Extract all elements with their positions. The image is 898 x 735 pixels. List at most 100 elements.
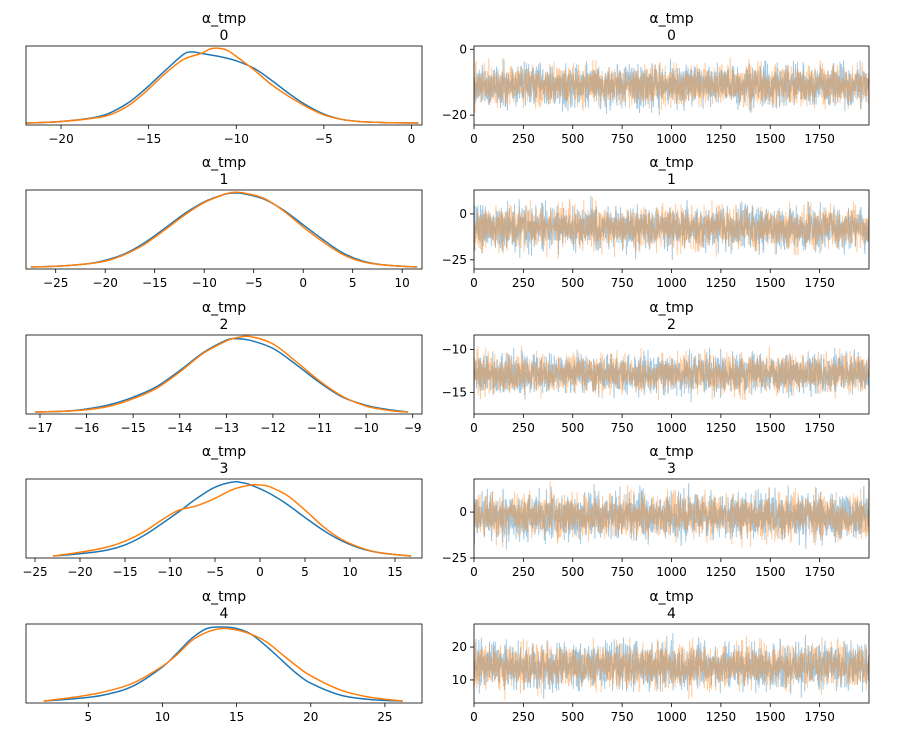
subplot-title-index: 4 xyxy=(667,606,676,622)
x-tick-label: 0 xyxy=(470,276,478,290)
y-tick-label: 0 xyxy=(459,207,467,221)
x-tick-label: 10 xyxy=(342,565,357,579)
y-tick-label: −25 xyxy=(442,253,467,267)
x-tick-label: −15 xyxy=(120,421,145,435)
trace-lines xyxy=(474,481,869,550)
x-tick-label: 1750 xyxy=(804,565,835,579)
kde-line-chain-0 xyxy=(43,626,403,702)
axes-frame xyxy=(473,189,870,270)
subplot-title-index: 1 xyxy=(220,172,229,188)
trace-line-chain-0 xyxy=(474,195,869,260)
kde-line-chain-0 xyxy=(30,192,418,268)
x-tick-label: 750 xyxy=(611,132,634,146)
x-tick-label: −15 xyxy=(112,565,137,579)
x-tick-label: −25 xyxy=(22,565,47,579)
x-tick-label: 250 xyxy=(512,710,535,724)
axes-frame xyxy=(473,334,870,415)
x-tick-label: 250 xyxy=(512,421,535,435)
x-tick-label: 1750 xyxy=(804,421,835,435)
x-tick-label: 750 xyxy=(611,276,634,290)
x-tick-label: −20 xyxy=(93,276,118,290)
trace-lines xyxy=(474,195,869,260)
x-tick-label: 750 xyxy=(611,421,634,435)
x-tick-label: 25 xyxy=(377,710,392,724)
x-tick-label: 1250 xyxy=(706,710,737,724)
subplot-title-variable: α_tmp xyxy=(202,300,246,316)
axes-frame xyxy=(25,189,423,270)
x-tick-label: 15 xyxy=(387,565,402,579)
x-tick-label: 5 xyxy=(349,276,357,290)
axes-frame xyxy=(25,334,423,415)
subplot-title-index: 0 xyxy=(667,28,676,44)
x-tick-label: 1750 xyxy=(804,132,835,146)
trace-lines xyxy=(474,345,869,403)
x-tick-label: −25 xyxy=(43,276,68,290)
x-tick-label: 750 xyxy=(611,565,634,579)
axes-frame xyxy=(473,623,870,704)
y-tick-label: 20 xyxy=(452,640,467,654)
x-tick-label: 0 xyxy=(470,132,478,146)
kde-line-chain-1 xyxy=(30,191,418,268)
axes-frame xyxy=(25,478,423,559)
x-tick-label: 1250 xyxy=(706,276,737,290)
kde-line-chain-0 xyxy=(52,480,412,557)
x-tick-label: 1500 xyxy=(755,132,786,146)
kde-line-chain-1 xyxy=(43,627,403,702)
x-tick-label: −12 xyxy=(260,421,285,435)
x-tick-label: 1500 xyxy=(755,710,786,724)
x-tick-label: 15 xyxy=(229,710,244,724)
x-tick-label: 10 xyxy=(395,276,410,290)
x-tick-label: −15 xyxy=(142,276,167,290)
x-tick-label: 1250 xyxy=(706,565,737,579)
x-tick-label: 250 xyxy=(512,132,535,146)
trace-lines xyxy=(474,57,869,116)
subplot-title-variable: α_tmp xyxy=(649,444,693,460)
subplot-title-index: 0 xyxy=(220,28,229,44)
x-tick-label: 750 xyxy=(611,710,634,724)
subplot-title-index: 2 xyxy=(220,317,229,333)
x-tick-label: 1250 xyxy=(706,132,737,146)
axes-frame xyxy=(25,623,423,704)
kde-line-chain-1 xyxy=(25,47,419,124)
subplot-title-variable: α_tmp xyxy=(649,11,693,27)
x-tick-label: 1250 xyxy=(706,421,737,435)
trace-line-chain-1 xyxy=(474,345,869,401)
subplot-title-variable: α_tmp xyxy=(202,444,246,460)
x-tick-label: −16 xyxy=(74,421,99,435)
subplot-title-index: 3 xyxy=(667,461,676,477)
trace-line-chain-1 xyxy=(474,481,869,548)
x-tick-label: 1000 xyxy=(656,276,687,290)
x-tick-label: 500 xyxy=(561,421,584,435)
x-tick-label: −5 xyxy=(315,132,333,146)
x-tick-label: 1500 xyxy=(755,421,786,435)
y-tick-label: −10 xyxy=(442,343,467,357)
x-tick-label: −9 xyxy=(404,421,422,435)
subplot-title-variable: α_tmp xyxy=(202,155,246,171)
subplot-title-variable: α_tmp xyxy=(649,589,693,605)
x-tick-label: 10 xyxy=(155,710,170,724)
x-tick-label: 0 xyxy=(470,421,478,435)
x-tick-label: 1500 xyxy=(755,565,786,579)
x-tick-label: −20 xyxy=(67,565,92,579)
axes-frame xyxy=(473,45,870,126)
x-tick-label: 0 xyxy=(408,132,416,146)
x-tick-label: −17 xyxy=(27,421,52,435)
y-tick-label: −15 xyxy=(442,386,467,400)
subplot-title-index: 3 xyxy=(220,461,229,477)
trace-line-chain-0 xyxy=(474,483,869,550)
axes-frame xyxy=(473,478,870,559)
x-tick-label: −11 xyxy=(307,421,332,435)
trace-line-chain-0 xyxy=(474,633,869,699)
x-tick-label: 1750 xyxy=(804,710,835,724)
trace-line-chain-1 xyxy=(474,57,869,113)
x-tick-label: 20 xyxy=(303,710,318,724)
y-tick-label: 0 xyxy=(459,505,467,519)
kde-line-chain-1 xyxy=(52,483,412,557)
